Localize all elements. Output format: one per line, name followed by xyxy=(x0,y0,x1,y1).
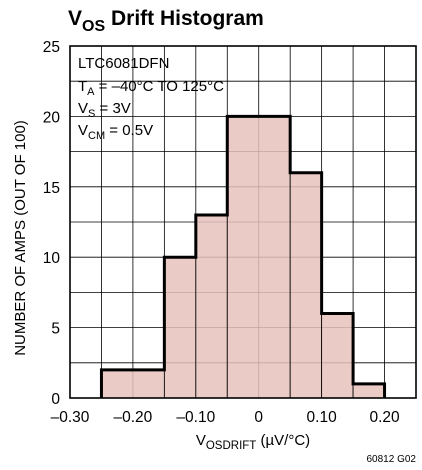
annotation-line: VCM = 0.5V xyxy=(78,122,153,142)
histogram-bar xyxy=(321,313,354,399)
annotation-rest: = 0.5V xyxy=(105,122,153,139)
y-tick-label: 20 xyxy=(43,109,61,126)
x-tick-label: 0.20 xyxy=(369,409,400,426)
annotation-subscript: S xyxy=(88,108,95,120)
annotation-subscript: A xyxy=(87,86,95,98)
y-tick-labels: 0 5 10 15 20 25 xyxy=(43,39,61,408)
x-tick-label: –0.30 xyxy=(51,409,90,426)
figure-code: 60812 G02 xyxy=(367,454,417,465)
x-axis-label-subscript: OSDRIFT xyxy=(206,440,256,452)
histogram-outline xyxy=(99,114,387,398)
y-tick-label: 10 xyxy=(43,250,61,267)
annotation-rest: = 3V xyxy=(95,100,130,117)
y-tick-label: 25 xyxy=(43,39,60,56)
annotation-main: V xyxy=(78,122,88,139)
annotation-line: VS = 3V xyxy=(78,100,131,120)
histogram-bar xyxy=(163,256,197,399)
y-tick-label: 5 xyxy=(51,321,60,338)
y-axis-label: NUMBER OF AMPS (OUT OF 100) xyxy=(12,120,29,356)
annotation-main: LTC6081DFN xyxy=(78,55,169,72)
annotation-line: LTC6081DFN xyxy=(78,55,169,72)
x-tick-label: 0.10 xyxy=(307,409,338,426)
histogram-bars xyxy=(99,114,387,399)
x-axis-label-rest: (µV/°C) xyxy=(256,432,310,449)
annotation-main: T xyxy=(78,78,87,95)
histogram-bar xyxy=(226,116,291,399)
x-axis-label-main: V xyxy=(196,432,206,449)
annotation-rest: = –40°C TO 125°C xyxy=(95,78,225,95)
plot-frame xyxy=(69,45,417,399)
chart-title-rest: Drift Histogram xyxy=(105,7,264,30)
histogram-bar xyxy=(195,214,228,399)
chart-title-subscript: OS xyxy=(82,18,105,35)
x-tick-label: –0.10 xyxy=(176,409,215,426)
chart-title: VOS Drift Histogram xyxy=(68,7,264,35)
annotation-line: TA = –40°C TO 125°C xyxy=(78,78,224,98)
y-tick-label: 15 xyxy=(43,180,60,197)
x-tick-label: 0 xyxy=(254,409,263,426)
histogram-bar xyxy=(352,383,385,399)
annotation-main: V xyxy=(78,100,88,117)
y-tick-label: 0 xyxy=(51,391,60,408)
histogram-bar xyxy=(289,172,323,399)
x-axis-label: VOSDRIFT (µV/°C) xyxy=(196,432,310,452)
annotation-subscript: CM xyxy=(88,130,105,142)
histogram-bar xyxy=(101,369,165,399)
x-tick-label: –0.20 xyxy=(114,409,153,426)
x-tick-labels: –0.30 –0.20 –0.10 0 0.10 0.20 xyxy=(51,409,400,426)
chart-title-main: V xyxy=(68,7,82,30)
